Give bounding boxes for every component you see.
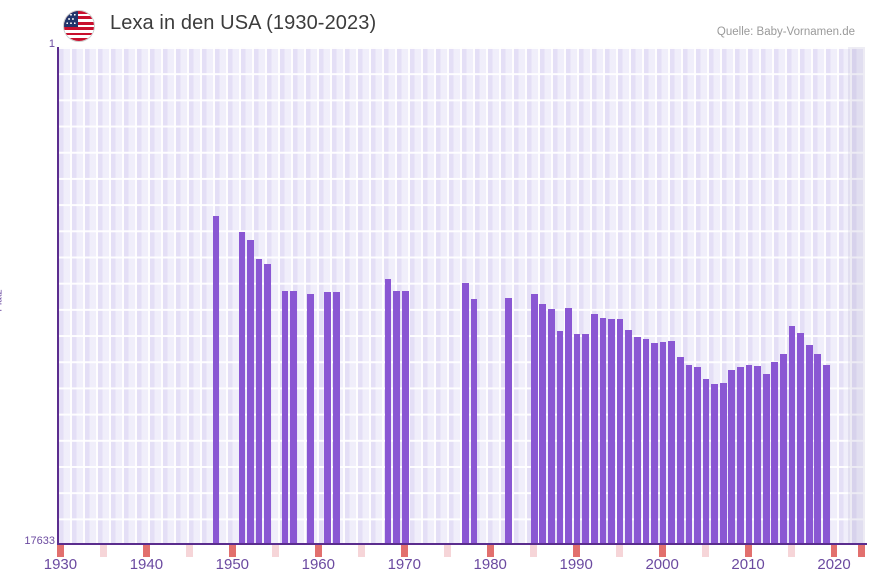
x-tick-mark-minor bbox=[185, 545, 193, 557]
bar[interactable] bbox=[556, 331, 564, 544]
y-tick-top: 1 bbox=[48, 38, 55, 50]
chart-header: Lexa in den USA (1930-2023) Quelle: Baby… bbox=[0, 0, 873, 46]
x-tick-mark-minor bbox=[99, 545, 107, 557]
bar[interactable] bbox=[462, 283, 469, 544]
x-tick-mark-minor bbox=[615, 545, 623, 557]
bar[interactable] bbox=[659, 341, 667, 544]
bar[interactable] bbox=[333, 292, 340, 544]
bar[interactable] bbox=[719, 382, 727, 544]
x-tick-label: 1960 bbox=[301, 556, 335, 573]
bar[interactable] bbox=[565, 308, 572, 544]
no-data-band bbox=[847, 47, 865, 544]
x-axis: 1930 1940 1950 1960 1970 1980 1990 2000 2010 2020 bbox=[0, 545, 873, 587]
bar[interactable] bbox=[788, 326, 796, 544]
bar[interactable] bbox=[633, 336, 641, 544]
bar[interactable] bbox=[582, 333, 590, 544]
bar[interactable] bbox=[505, 297, 512, 544]
bar[interactable] bbox=[599, 318, 607, 544]
bar[interactable] bbox=[625, 329, 633, 544]
bar[interactable] bbox=[384, 278, 392, 544]
x-tick-label: 1970 bbox=[387, 556, 421, 573]
x-tick-mark-minor bbox=[529, 545, 537, 557]
x-tick-mark bbox=[486, 545, 494, 557]
x-tick-mark bbox=[658, 545, 666, 557]
plot-area bbox=[57, 47, 865, 544]
x-tick-label: 1990 bbox=[559, 556, 593, 573]
bar[interactable] bbox=[290, 290, 297, 544]
x-tick-mark bbox=[228, 545, 236, 557]
x-tick-mark bbox=[744, 545, 752, 557]
x-tick-label: 1950 bbox=[215, 556, 250, 573]
bar[interactable] bbox=[238, 231, 246, 544]
x-tick-mark-end bbox=[858, 545, 865, 557]
bar[interactable] bbox=[780, 354, 787, 544]
y-axis-title: Platz bbox=[0, 289, 5, 312]
x-tick-label: 2010 bbox=[731, 556, 765, 573]
bar[interactable] bbox=[255, 259, 263, 544]
bar[interactable] bbox=[823, 364, 830, 544]
x-tick-label: 1930 bbox=[43, 556, 78, 573]
bar[interactable] bbox=[685, 365, 693, 544]
y-axis: 1 17633 Platz bbox=[0, 38, 55, 547]
bar[interactable] bbox=[590, 313, 598, 544]
x-tick-mark bbox=[314, 545, 322, 557]
bar[interactable] bbox=[539, 304, 547, 544]
x-tick-mark-minor bbox=[443, 545, 451, 557]
bar[interactable] bbox=[324, 292, 332, 544]
bar[interactable] bbox=[530, 294, 538, 544]
bar[interactable] bbox=[676, 357, 684, 544]
bar[interactable] bbox=[771, 362, 779, 544]
bar[interactable] bbox=[616, 319, 624, 544]
x-tick-mark-minor bbox=[701, 545, 709, 557]
x-tick-label: 1940 bbox=[129, 556, 164, 573]
y-tick-bottom: 17633 bbox=[24, 535, 55, 547]
x-tick-mark bbox=[830, 545, 838, 557]
x-tick-label: 2000 bbox=[645, 556, 679, 573]
page-title: Lexa in den USA (1930-2023) bbox=[110, 12, 377, 34]
bar[interactable] bbox=[805, 344, 813, 544]
bar[interactable] bbox=[702, 378, 710, 544]
bar[interactable] bbox=[797, 333, 804, 544]
source-attribution: Quelle: Baby-Vornamen.de bbox=[716, 26, 855, 38]
x-tick-mark bbox=[572, 545, 580, 557]
bar[interactable] bbox=[608, 318, 615, 544]
bar[interactable] bbox=[547, 309, 555, 544]
us-flag-icon bbox=[63, 10, 95, 42]
x-tick-mark-minor bbox=[787, 545, 795, 557]
bar[interactable] bbox=[212, 215, 220, 544]
bar[interactable] bbox=[642, 339, 650, 544]
x-tick-mark bbox=[142, 545, 150, 557]
bar[interactable] bbox=[393, 290, 400, 544]
x-tick-mark bbox=[400, 545, 408, 557]
bar[interactable] bbox=[711, 383, 718, 544]
bar[interactable] bbox=[573, 334, 581, 544]
bar[interactable] bbox=[307, 294, 314, 544]
grid-lines bbox=[57, 47, 865, 544]
bar[interactable] bbox=[651, 342, 658, 544]
bar[interactable] bbox=[264, 264, 272, 544]
bar[interactable] bbox=[668, 340, 676, 544]
x-tick-mark-minor bbox=[271, 545, 279, 557]
bar[interactable] bbox=[762, 373, 770, 544]
bar[interactable] bbox=[814, 354, 822, 544]
bar[interactable] bbox=[754, 365, 761, 544]
x-tick-label: 1980 bbox=[473, 556, 507, 573]
x-tick-mark-minor bbox=[357, 545, 365, 557]
bar[interactable] bbox=[401, 290, 409, 544]
x-tick-label: 2020 bbox=[817, 556, 851, 573]
bar[interactable] bbox=[694, 366, 701, 544]
y-axis-line bbox=[57, 47, 59, 544]
bar[interactable] bbox=[470, 299, 478, 544]
bar[interactable] bbox=[737, 366, 744, 544]
x-tick-mark bbox=[57, 545, 64, 557]
x-axis-line bbox=[57, 543, 867, 545]
bar[interactable] bbox=[728, 370, 736, 544]
bar[interactable] bbox=[745, 365, 753, 544]
bar[interactable] bbox=[247, 239, 254, 544]
bar[interactable] bbox=[281, 291, 289, 544]
